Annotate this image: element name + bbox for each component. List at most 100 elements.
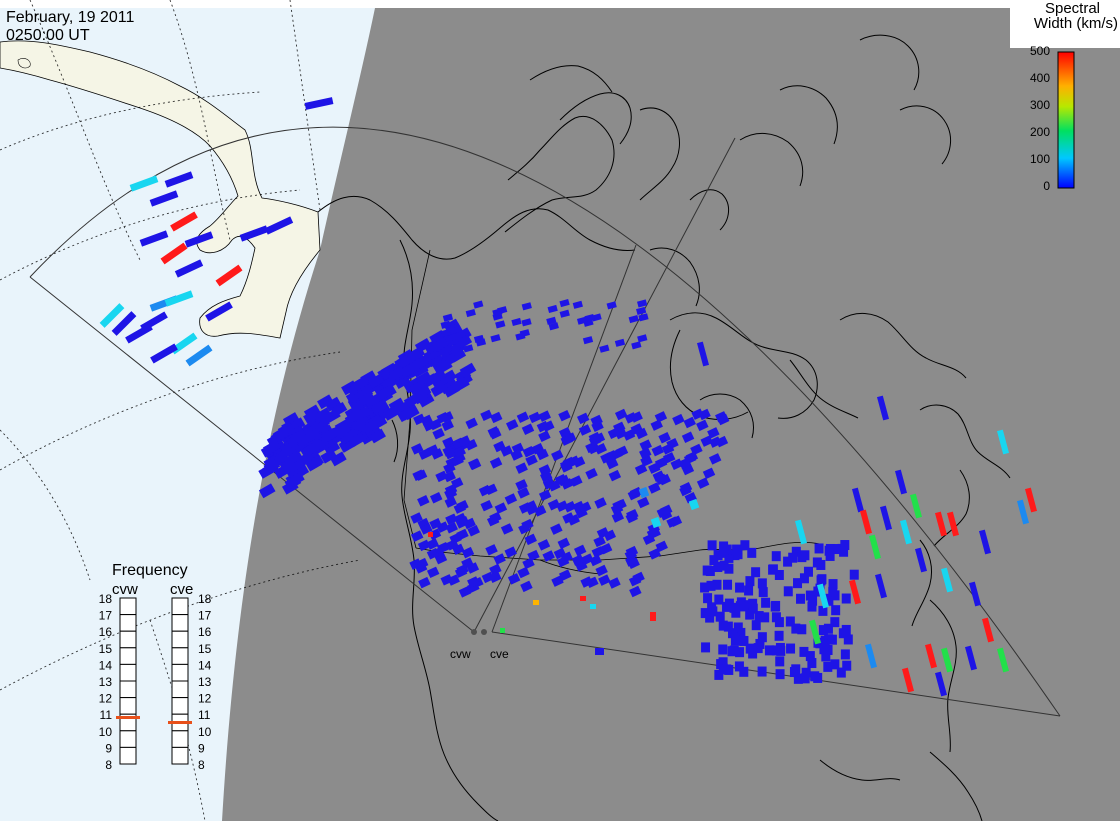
- frequency-tick: 13: [198, 675, 212, 689]
- scatter-cell: [239, 225, 269, 242]
- scatter-cell: [660, 504, 673, 516]
- scatter-cell: [410, 512, 423, 524]
- scatter-cell: [648, 482, 661, 494]
- scatter-cell: [775, 642, 785, 653]
- scatter-cell: [823, 623, 833, 634]
- scatter-cell: [876, 395, 890, 421]
- scatter-cell: [370, 399, 388, 415]
- scatter-cell: [494, 502, 508, 514]
- scatter-cell: [160, 242, 188, 265]
- scatter-cell: [426, 547, 440, 560]
- scatter-cell: [533, 600, 539, 605]
- scatter-cell: [447, 574, 460, 586]
- scatter-cell: [286, 450, 303, 465]
- colorbar-tick: 0: [1043, 179, 1050, 193]
- scatter-cell: [431, 336, 449, 352]
- scatter-cell: [734, 661, 744, 672]
- scatter-cell: [489, 511, 502, 524]
- scatter-cell: [739, 666, 749, 677]
- scatter-cell: [428, 528, 442, 541]
- scatter-cell: [723, 621, 733, 632]
- scatter-cell: [914, 547, 928, 573]
- radar-label-cvw: cvw: [450, 647, 471, 661]
- scatter-cell: [430, 382, 448, 398]
- scatter-cell: [528, 411, 542, 424]
- colorbar: Spectral Width (km/s) 500 400 300 200 10…: [1010, 0, 1120, 193]
- frequency-title: Frequency: [112, 562, 188, 579]
- scatter-cell: [723, 579, 733, 590]
- scatter-cell: [639, 439, 652, 451]
- frequency-cell: [119, 647, 137, 665]
- scatter-cell: [775, 669, 785, 680]
- frequency-tick: 12: [198, 692, 212, 706]
- frequency-panel: Frequency cvw cve 18 18 17 17 16 16 15 15 14 14 13…: [99, 562, 212, 772]
- scatter-cell: [449, 347, 467, 363]
- scatter-cell: [775, 656, 785, 667]
- scatter-cell: [303, 409, 320, 425]
- scatter-cell: [330, 451, 347, 467]
- frequency-cell: [171, 730, 189, 748]
- scatter-cell: [515, 332, 526, 341]
- colorbar-title: Spectral: [1045, 0, 1100, 17]
- scatter-cell: [414, 384, 432, 400]
- scatter-cell: [258, 483, 276, 499]
- scatter-cell: [630, 423, 644, 435]
- frequency-cell: [171, 614, 189, 632]
- alaska-land: [0, 40, 321, 339]
- scatter-cell: [751, 567, 761, 578]
- scatter-cell: [481, 571, 495, 584]
- scatter-cell: [489, 411, 503, 424]
- scatter-cell: [614, 338, 626, 347]
- alaska-island: [17, 58, 31, 69]
- scatter-cell: [688, 498, 700, 511]
- frequency-cell: [119, 614, 137, 632]
- scatter-cell: [570, 475, 583, 487]
- scatter-cell: [440, 328, 452, 338]
- scatter-cell: [582, 336, 594, 345]
- scatter-cell: [714, 594, 724, 605]
- scatter-cell: [559, 459, 573, 471]
- scatter-cell: [382, 406, 400, 421]
- scatter-cell: [295, 452, 313, 468]
- scatter-cell: [346, 426, 364, 442]
- scatter-cell: [800, 673, 810, 684]
- scatter-cell: [595, 648, 604, 655]
- scatter-cell: [403, 393, 421, 409]
- scatter-cell: [672, 413, 685, 426]
- scatter-cell: [996, 647, 1010, 673]
- scatter-cell: [578, 501, 592, 513]
- scatter-cell: [748, 598, 758, 609]
- frequency-tick: 17: [99, 609, 113, 623]
- scatter-cell: [507, 573, 521, 585]
- scatter-cell: [603, 529, 617, 542]
- scatter-cell: [733, 622, 743, 633]
- scatter-cell: [825, 550, 835, 561]
- scatter-cell: [308, 438, 325, 454]
- scatter-cell: [731, 607, 741, 618]
- scatter-cell: [964, 645, 978, 671]
- radar-label-cve: cve: [490, 647, 509, 661]
- scatter-cell: [288, 471, 305, 487]
- frequency-tick: 11: [100, 708, 113, 722]
- scatter-cell: [365, 396, 383, 412]
- scatter-cell: [440, 320, 451, 329]
- scatter-cell: [637, 334, 648, 343]
- scatter-cell: [681, 431, 695, 443]
- scatter-cell: [868, 534, 882, 560]
- frequency-tick: 9: [198, 741, 205, 755]
- scatter-cell: [599, 344, 610, 353]
- scatter-cell: [812, 557, 822, 568]
- scatter-cell: [480, 409, 493, 422]
- scatter-cell: [754, 611, 764, 622]
- scatter-cell: [320, 448, 338, 464]
- scatter-cell: [735, 647, 745, 658]
- scatter-cell: [307, 454, 324, 470]
- scatter-cell: [638, 313, 649, 322]
- scatter-cell: [290, 429, 308, 445]
- scatter-cell: [576, 316, 588, 325]
- scatter-cell: [408, 346, 425, 362]
- scatter-cell: [595, 564, 608, 577]
- scatter-cell: [696, 477, 710, 489]
- scatter-cell: [436, 358, 453, 374]
- scatter-cell: [730, 635, 740, 646]
